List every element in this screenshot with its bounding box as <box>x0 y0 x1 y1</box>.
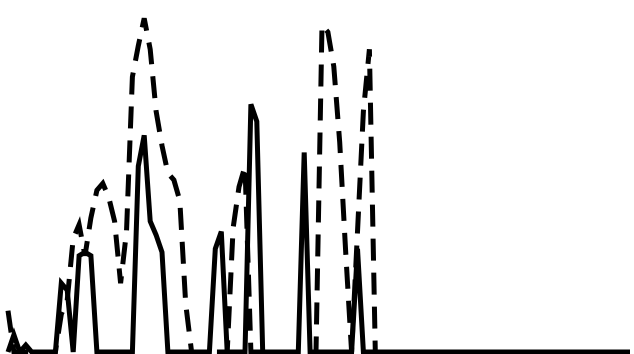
series-line-solid <box>5 103 630 354</box>
series-line-dashed <box>5 17 630 354</box>
